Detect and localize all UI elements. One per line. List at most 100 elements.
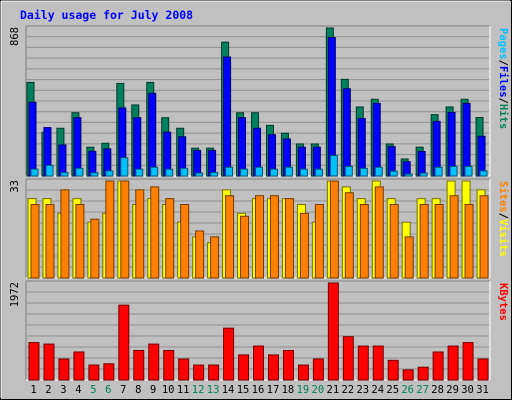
day-label-24: 24 [371,384,384,396]
bar-sites-day-6 [105,180,115,279]
bar-files-day-14 [223,56,232,177]
day-label-22: 22 [341,384,354,396]
bar-pages-day-31 [479,170,488,177]
bar-pages-day-6 [105,170,114,177]
bar-sites-day-13 [210,236,220,279]
bar-pages-day-24 [374,166,383,177]
bar-sites-day-24 [374,186,384,279]
bar-files-day-15 [238,117,247,177]
bar-files-day-23 [357,118,366,177]
bar-kbytes-day-19 [297,364,309,381]
bar-pages-day-14 [225,166,234,177]
day-label-27: 27 [416,384,429,396]
bar-sites-day-30 [464,204,474,279]
bar-kbytes-day-12 [193,364,205,381]
legend-entry: Pages [497,28,509,60]
bar-files-day-31 [477,135,486,177]
day-label-26: 26 [401,384,414,396]
legend-entry: / [497,213,509,219]
bar-sites-day-12 [195,230,205,279]
bar-pages-day-12 [195,172,204,177]
bar-sites-day-27 [419,204,429,279]
bar-sites-day-21 [329,180,339,279]
day-axis: 1 2 3 4 5 6 7 8 9 10 11 12 13 14 15 16 17 18 19 20 21 22 23 24 2… [30,384,489,396]
bar-sites-day-28 [434,204,444,279]
bar-sites-day-19 [299,212,309,279]
bar-pages-day-10 [165,168,174,177]
bar-pages-day-9 [150,166,159,177]
bar-files-day-8 [133,117,142,177]
bar-kbytes-day-28 [432,351,444,381]
bar-kbytes-day-18 [282,349,294,381]
bar-kbytes-day-29 [447,345,459,381]
bar-pages-day-23 [359,167,368,177]
day-label-12: 12 [192,384,205,396]
bar-pages-day-1 [30,168,39,177]
bar-pages-day-29 [449,165,458,177]
day-label-4: 4 [75,384,81,396]
day-label-18: 18 [282,384,295,396]
bar-kbytes-day-11 [178,358,190,381]
bar-sites-day-14 [225,195,235,279]
bar-kbytes-day-20 [312,358,324,381]
legend-entry: / [497,98,509,104]
day-label-19: 19 [297,384,310,396]
bar-kbytes-day-7 [118,304,130,381]
bar-pages-day-17 [269,168,278,177]
bar-files-day-24 [372,102,381,177]
bar-pages-day-2 [45,164,54,177]
legend-entry: Visits [497,219,509,257]
bar-sites-day-22 [344,192,354,279]
bar-pages-day-19 [299,168,308,177]
series-files [28,37,486,177]
bar-sites-day-16 [255,195,265,279]
bar-kbytes-day-22 [342,336,354,381]
bar-sites-day-25 [389,204,399,279]
bar-pages-day-16 [255,166,264,177]
day-label-5: 5 [90,384,96,396]
day-label-23: 23 [356,384,369,396]
bar-kbytes-day-25 [387,359,399,381]
panel-top: 868 Pages/Files/Hits [9,25,509,177]
day-label-11: 11 [177,384,190,396]
bar-kbytes-day-1 [28,342,40,381]
bar-pages-day-7 [120,157,129,177]
day-label-29: 29 [446,384,459,396]
bar-sites-day-26 [404,236,414,279]
legend-entry: Sites [497,181,509,213]
bar-sites-day-29 [449,195,459,279]
bar-pages-day-27 [419,172,428,177]
axis-max-label: 1972 [9,282,21,307]
bar-kbytes-day-30 [462,342,474,381]
bar-kbytes-day-14 [223,327,235,381]
bar-kbytes-day-2 [43,343,55,381]
bar-files-day-22 [342,88,351,177]
bar-kbytes-day-5 [88,364,100,381]
day-label-13: 13 [207,384,220,396]
bar-kbytes-day-3 [58,358,70,381]
bar-sites-day-8 [135,189,145,279]
bar-kbytes-day-13 [208,364,220,381]
day-label-2: 2 [45,384,51,396]
bar-sites-day-17 [269,195,279,279]
day-label-15: 15 [237,384,250,396]
bar-kbytes-day-16 [253,345,265,381]
bar-files-day-30 [462,102,471,177]
day-label-28: 28 [431,384,444,396]
bar-pages-day-4 [75,167,84,177]
day-label-17: 17 [267,384,280,396]
day-label-16: 16 [252,384,265,396]
bar-kbytes-day-21 [327,282,339,381]
bar-sites-day-2 [45,204,55,279]
bar-kbytes-day-10 [163,349,175,381]
bar-sites-day-5 [90,218,100,279]
bar-kbytes-day-6 [103,363,115,381]
bar-sites-day-11 [180,204,190,279]
axis-max-label: 33 [9,180,21,193]
axis-max-label: 868 [9,27,21,46]
bar-sites-day-10 [165,198,175,279]
bar-kbytes-day-8 [133,349,145,381]
bar-sites-day-18 [284,198,294,279]
